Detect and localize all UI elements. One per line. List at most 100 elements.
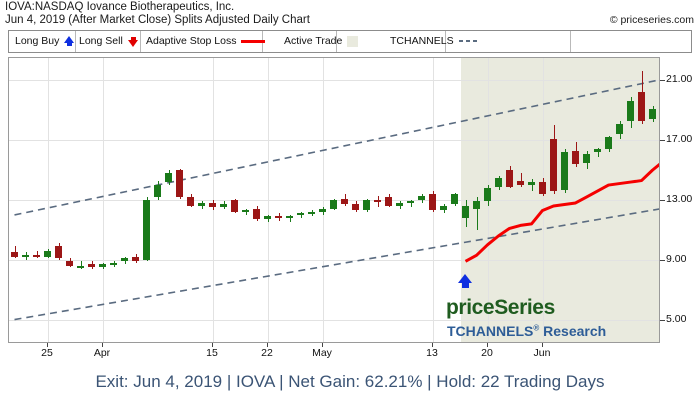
x-axis-label: 15 [206, 347, 218, 359]
legend-divider [570, 31, 571, 52]
candle-body [627, 101, 634, 121]
triangle-up-icon [64, 36, 75, 47]
candle-body [22, 255, 29, 258]
candle-body [286, 216, 293, 219]
trade-summary-text: Exit: Jun 4, 2019 | IOVA | Net Gain: 62.… [95, 372, 605, 391]
candle-body [165, 173, 172, 183]
adaptive-stop-loss-overlay [464, 162, 659, 263]
triangle-down-icon [127, 36, 139, 47]
candle-body [319, 208, 326, 212]
candle-body [605, 137, 612, 150]
trade-summary-footer: Exit: Jun 4, 2019 | IOVA | Net Gain: 62.… [0, 364, 700, 400]
y-gridline [9, 140, 659, 141]
candle-wick [290, 214, 291, 223]
x-axis-tick [487, 343, 488, 347]
candle-body [649, 108, 656, 120]
candle-body [176, 170, 183, 197]
x-axis-label: 20 [481, 347, 493, 359]
candle-body [88, 264, 95, 268]
legend-label-active-trade: Active Trade [284, 35, 343, 48]
legend-divider [75, 31, 76, 52]
candle-body [330, 200, 337, 209]
candle-body [440, 205, 447, 211]
candle-body [638, 92, 645, 121]
candle-wick [81, 261, 82, 269]
x-axis-tick [267, 343, 268, 347]
candle-body [539, 182, 546, 195]
watermark-tchannels-research: TCHANNELS® Research [447, 323, 606, 339]
candle-body [308, 211, 315, 214]
legend-item-long-sell[interactable]: Long Sell [79, 31, 139, 52]
y-axis-tick [660, 260, 665, 261]
candle-body [275, 216, 282, 219]
chart-header: IOVA:NASDAQ Iovance Biotherapeutics, Inc… [0, 0, 700, 29]
beige-swatch-icon [347, 36, 359, 47]
candle-body [264, 216, 271, 220]
x-axis: 25 Apr 15 22 May 13 20 Jun [8, 343, 692, 361]
tchannel-upper-line [14, 79, 659, 216]
candle-body [220, 204, 227, 208]
ticker-title: IOVA:NASDAQ Iovance Biotherapeutics, Inc… [5, 1, 235, 13]
candle-body [297, 213, 304, 216]
candle-body [187, 197, 194, 206]
tchannels-overlay [14, 79, 659, 321]
x-axis-tick [102, 343, 103, 347]
x-axis-tick [212, 343, 213, 347]
watermark-tchannels-text: TCHANNELS [447, 323, 534, 339]
adaptive-stop-loss-line [464, 162, 659, 263]
legend-label-long-buy: Long Buy [15, 35, 60, 48]
chart-legend: Long Buy Long Sell Adaptive Stop Loss Ac… [8, 30, 692, 53]
x-axis-tick [432, 343, 433, 347]
candle-body [594, 149, 601, 153]
candle-body [66, 261, 73, 266]
candle-body [517, 180, 524, 186]
candle-body [44, 250, 51, 257]
candle-body [583, 153, 590, 163]
candle-body [363, 200, 370, 211]
registered-mark-icon: ® [533, 323, 540, 333]
candle-body [407, 201, 414, 204]
candle-body [528, 182, 535, 186]
legend-divider [445, 31, 446, 52]
legend-item-tchannels[interactable]: TCHANNELS [390, 31, 481, 52]
legend-label-long-sell: Long Sell [79, 35, 123, 48]
candle-body [121, 258, 128, 262]
long-buy-marker[interactable] [458, 273, 473, 288]
x-axis-label: Jun [533, 347, 551, 359]
dashed-line-icon [458, 38, 481, 45]
candle-body [11, 252, 18, 257]
legend-item-active-trade[interactable]: Active Trade [284, 31, 359, 52]
candle-body [198, 202, 205, 206]
candle-wick [521, 173, 522, 187]
legend-item-long-buy[interactable]: Long Buy [15, 31, 75, 52]
x-axis-label: Apr [93, 347, 111, 359]
candle-body [572, 150, 579, 165]
candle-body [374, 200, 381, 202]
candle-body [231, 200, 238, 212]
candle-body [385, 197, 392, 206]
y-axis-label: 21.00 [666, 73, 693, 85]
candle-wick [15, 246, 16, 259]
legend-item-adaptive-stop-loss[interactable]: Adaptive Stop Loss [146, 31, 266, 52]
candle-body [418, 195, 425, 200]
candle-body [110, 262, 117, 265]
y-gridline [9, 80, 659, 81]
candle-body [55, 246, 62, 259]
legend-divider [140, 31, 141, 52]
candle-body [429, 194, 436, 211]
candle-body [99, 264, 106, 268]
legend-label-adaptive-stop-loss: Adaptive Stop Loss [146, 35, 237, 48]
candle-wick [37, 250, 38, 259]
y-axis-tick [660, 80, 665, 81]
candle-body [154, 185, 161, 197]
candle-body [396, 202, 403, 206]
candle-body [242, 210, 249, 213]
x-axis-tick [322, 343, 323, 347]
candle-body [209, 202, 216, 208]
candle-body [550, 138, 557, 192]
tchannel-lower-line [14, 208, 659, 321]
x-axis-tick [542, 343, 543, 347]
candle-body [473, 201, 480, 209]
